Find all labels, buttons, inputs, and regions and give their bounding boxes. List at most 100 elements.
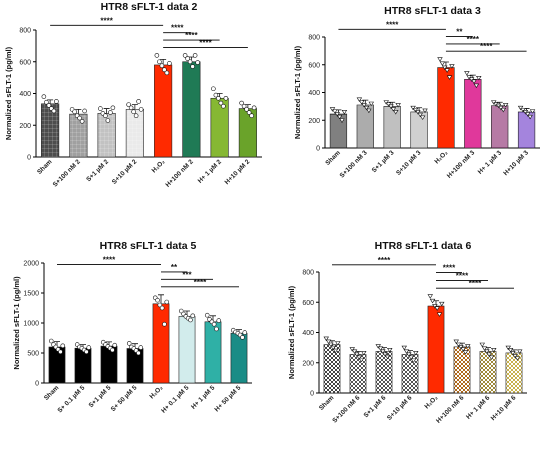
significance-label: ****: [100, 16, 113, 25]
data-point: [363, 105, 370, 111]
significance-label: ****: [386, 20, 399, 29]
data-point: [417, 112, 423, 118]
y-tick-label: 800: [19, 28, 31, 35]
bar: [323, 344, 341, 394]
y-tick-label: 1500: [23, 291, 39, 298]
data-point: [246, 110, 252, 115]
data-point: [155, 297, 160, 303]
x-tick-label: H+100 nM 2: [164, 158, 195, 189]
data-point: [138, 345, 144, 350]
x-tick-label: H₂O₂: [423, 394, 439, 410]
chart-title: HTR8 sFLT-1 data 6: [375, 240, 472, 252]
data-point: [382, 352, 388, 358]
data-point: [491, 347, 497, 353]
y-tick-label: 0: [316, 146, 320, 153]
data-point: [419, 115, 426, 121]
bar: [349, 354, 367, 394]
data-point: [136, 99, 141, 104]
data-point: [401, 345, 407, 351]
significance-label: **: [171, 263, 178, 272]
data-point: [46, 103, 52, 108]
y-tick-label: 400: [308, 90, 320, 97]
data-point: [500, 107, 506, 113]
bar: [453, 346, 471, 394]
bar: [204, 321, 222, 384]
significance-label: ****: [199, 38, 212, 47]
x-tick-label: S+100 nM 2: [52, 158, 82, 188]
data-point: [415, 110, 421, 115]
data-point: [58, 349, 63, 355]
x-tick-label: H+ 1 µM 3: [477, 149, 504, 176]
y-tick-label: 200: [308, 118, 320, 125]
y-tick-label: 600: [302, 300, 314, 307]
data-point: [507, 347, 514, 353]
x-tick-label: H₂O₂: [151, 158, 167, 174]
chart-title: HTR8 sFLT-1 data 3: [384, 5, 481, 17]
data-point: [413, 351, 419, 356]
x-tick-label: H+10 µM 3: [502, 149, 530, 177]
data-point: [351, 349, 358, 354]
data-point: [323, 336, 329, 342]
y-tick-label: 400: [19, 91, 31, 98]
data-point: [422, 108, 428, 114]
data-point: [361, 103, 367, 108]
error-bar: [103, 108, 110, 114]
data-point: [41, 94, 47, 99]
data-point: [218, 100, 224, 106]
data-point: [375, 344, 381, 349]
significance-label: ****: [185, 31, 198, 40]
chart-title: HTR8 sFLT-1 data 5: [100, 240, 197, 252]
error-bar: [131, 104, 138, 110]
data-point: [131, 109, 136, 115]
data-point: [213, 92, 219, 98]
bar: [74, 347, 92, 384]
x-tick-label: S+1 µM 3: [371, 149, 396, 174]
x-tick-label: Sham: [324, 149, 342, 167]
data-point: [514, 356, 521, 361]
significance-label: ****: [194, 278, 207, 287]
bar: [154, 64, 173, 158]
significance-label: ****: [378, 256, 391, 265]
data-point: [529, 109, 536, 114]
data-point: [138, 107, 144, 112]
data-point: [162, 321, 167, 327]
data-point: [157, 59, 162, 65]
x-tick-label: H₂O₂: [148, 384, 164, 400]
data-point: [427, 294, 433, 299]
data-point: [462, 350, 469, 355]
data-point: [439, 61, 446, 66]
chart-panel-data-2: HTR8 sFLT-1 data 2 Normalized sFLT-1 (pg/…: [0, 0, 275, 237]
data-point: [60, 343, 66, 349]
data-point: [512, 354, 518, 359]
x-tick-label: S+10 µM 3: [395, 149, 423, 177]
y-tick-label: 200: [302, 360, 314, 367]
chart-panel-data-5: HTR8 sFLT-1 data 5 Normalized sFLT-1 (pg/…: [0, 237, 275, 474]
data-point: [190, 64, 195, 69]
data-point: [182, 53, 188, 58]
data-point: [390, 107, 397, 112]
data-point: [242, 330, 248, 335]
data-point: [473, 83, 480, 89]
significance-label: ***: [182, 270, 192, 279]
data-point: [98, 106, 103, 111]
chart-svg: HTR8 sFLT-1 data 3 Normalized sFLT-1 (pg/…: [293, 5, 540, 180]
data-point: [216, 95, 221, 101]
x-tick-label: Sham: [36, 158, 54, 176]
data-point: [356, 355, 362, 361]
data-point: [72, 109, 77, 115]
data-point: [517, 349, 523, 354]
data-point: [458, 344, 464, 350]
data-point: [356, 97, 363, 103]
significance-label: ****: [456, 271, 469, 280]
data-point: [77, 115, 82, 121]
y-tick-label: 0: [310, 391, 314, 398]
data-point: [341, 110, 348, 115]
data-point: [110, 105, 116, 111]
chart-svg: HTR8 sFLT-1 data 5 Normalized sFLT-1 (pg/…: [12, 240, 252, 415]
data-point: [211, 321, 217, 327]
bar: [41, 103, 60, 158]
data-point: [216, 318, 222, 323]
data-point: [444, 68, 450, 73]
y-tick-label: 600: [308, 62, 320, 69]
